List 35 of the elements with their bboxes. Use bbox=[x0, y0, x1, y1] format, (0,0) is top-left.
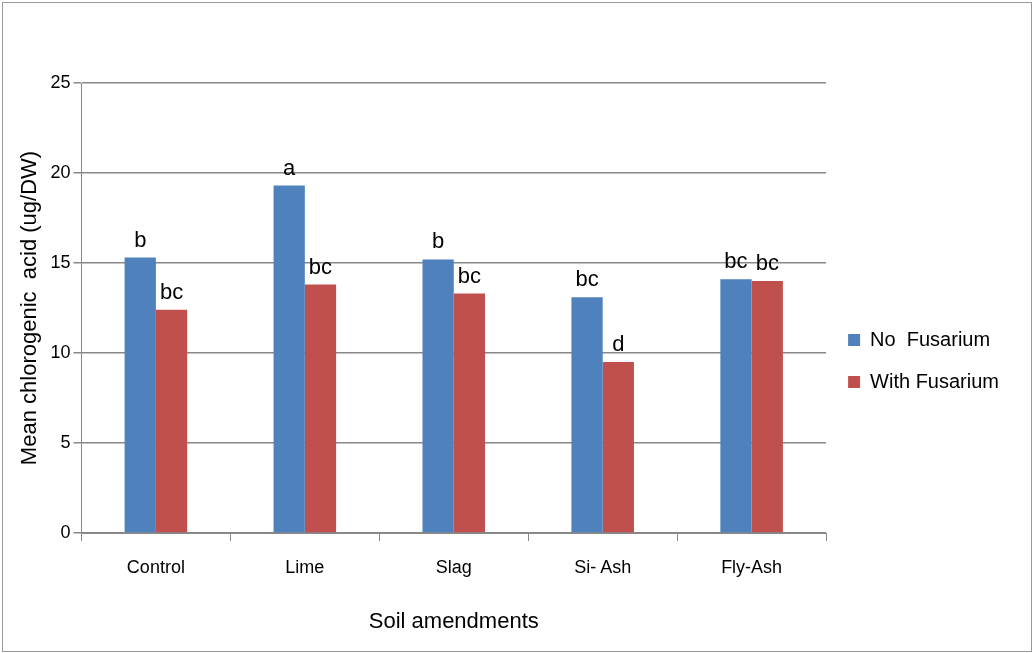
y-tick-label: 10 bbox=[50, 341, 71, 362]
data-label: a bbox=[283, 154, 297, 180]
x-tick-label: Si- Ash bbox=[574, 556, 632, 577]
y-tick-label: 5 bbox=[60, 431, 71, 452]
y-tick-label: 0 bbox=[60, 521, 71, 542]
bar bbox=[304, 284, 337, 533]
bar bbox=[720, 279, 752, 533]
data-label: bc bbox=[457, 262, 482, 288]
bar bbox=[422, 259, 454, 533]
data-label: bc bbox=[575, 266, 599, 292]
y-tick-label: 15 bbox=[50, 251, 71, 272]
x-tick-label: Fly-Ash bbox=[721, 556, 783, 577]
data-label: d bbox=[612, 331, 625, 357]
data-label: bc bbox=[724, 248, 748, 274]
data-label: bc bbox=[159, 278, 184, 304]
x-tick-label: Slag bbox=[435, 556, 472, 577]
x-tick-label: Control bbox=[126, 556, 185, 577]
legend-label: No Fusarium bbox=[870, 327, 991, 350]
bar bbox=[751, 281, 783, 533]
bar bbox=[273, 185, 305, 533]
y-axis-title: Mean chlorogenic acid (ug/DW) bbox=[16, 150, 42, 466]
data-label: bc bbox=[308, 253, 333, 279]
bar bbox=[453, 293, 486, 533]
y-tick-label: 20 bbox=[50, 161, 71, 182]
legend-label: With Fusarium bbox=[870, 369, 999, 392]
y-tick-label: 25 bbox=[50, 71, 71, 92]
bar bbox=[602, 362, 634, 533]
bar bbox=[124, 257, 156, 533]
bar bbox=[571, 297, 603, 533]
data-label: b bbox=[431, 228, 445, 254]
x-tick-label: Lime bbox=[285, 556, 325, 577]
bar bbox=[155, 309, 188, 533]
data-label: bc bbox=[755, 250, 779, 276]
x-axis-title: Soil amendments bbox=[368, 607, 539, 633]
data-label: b bbox=[134, 226, 147, 252]
